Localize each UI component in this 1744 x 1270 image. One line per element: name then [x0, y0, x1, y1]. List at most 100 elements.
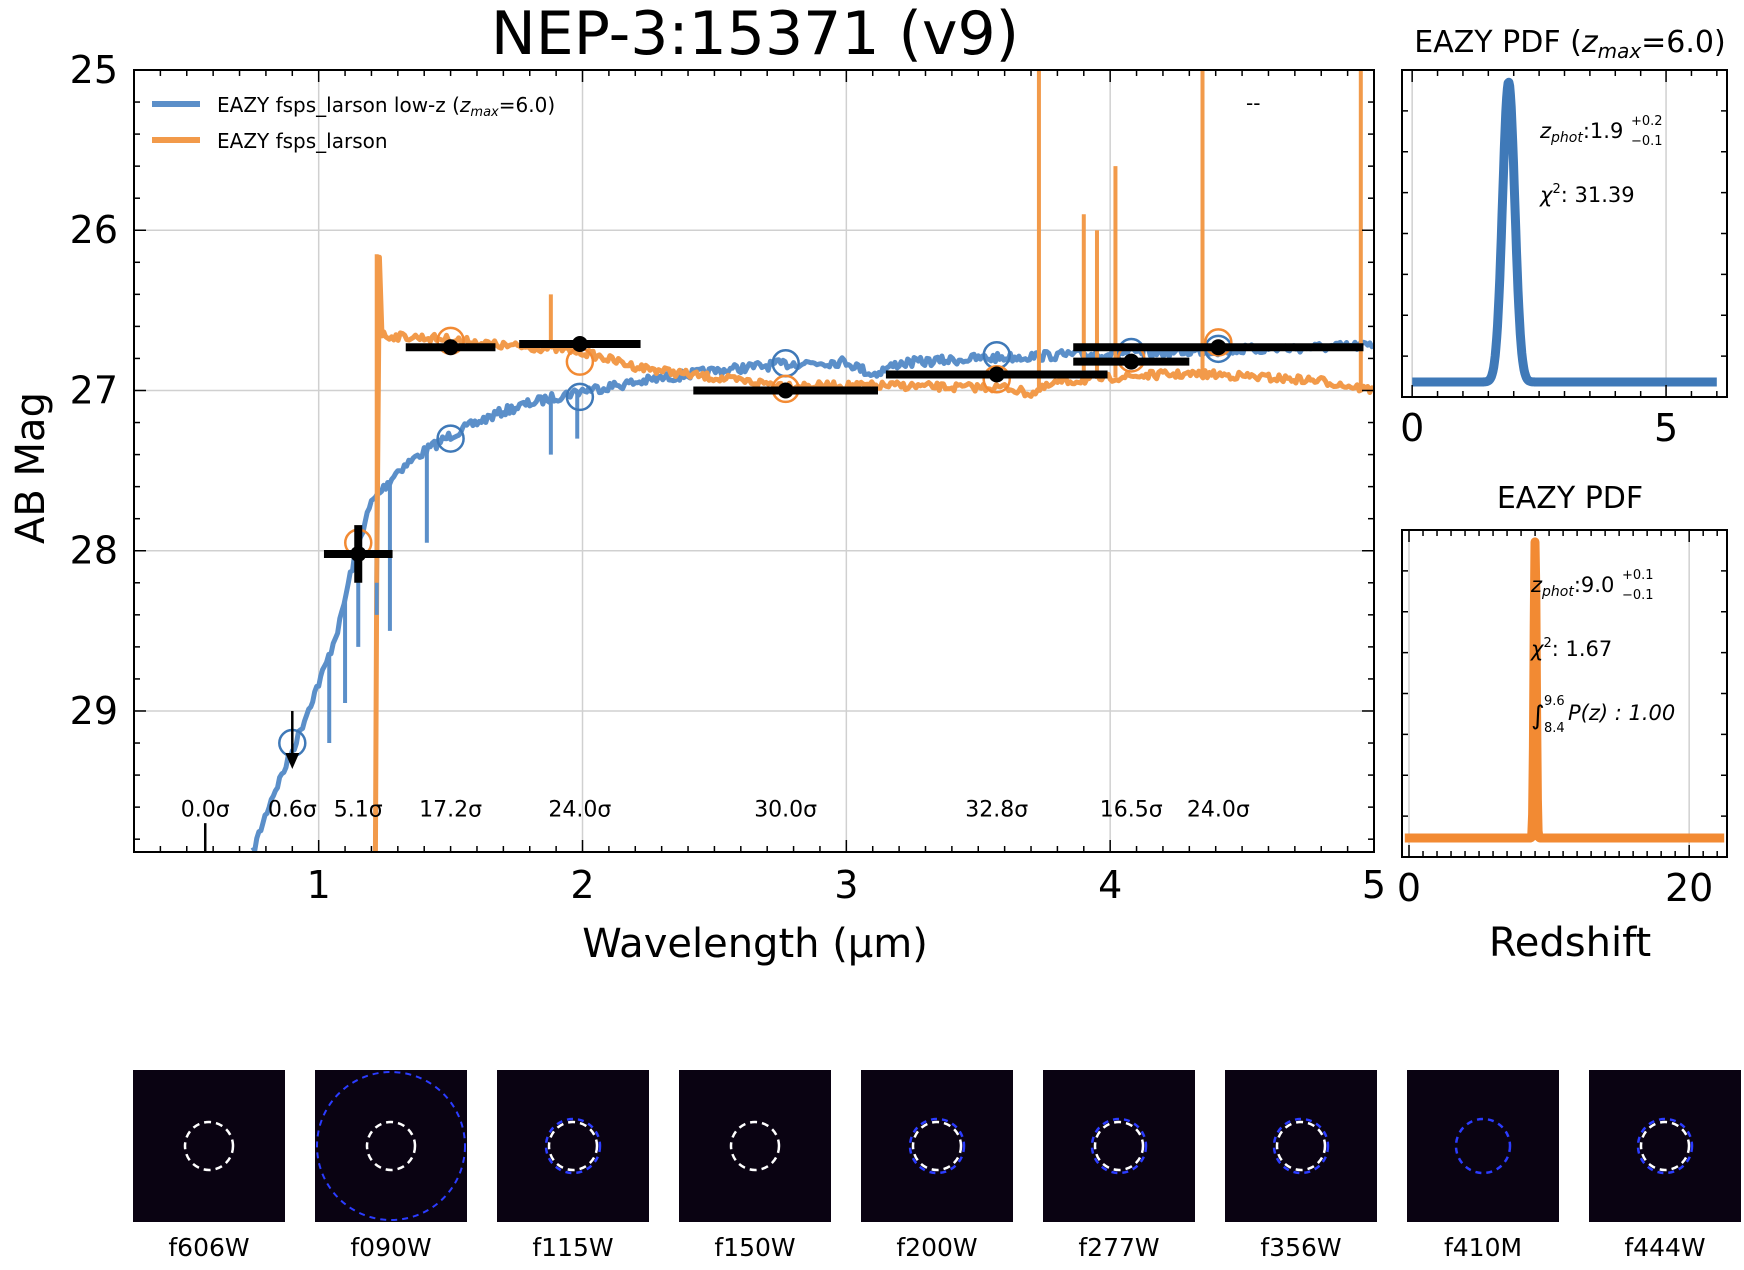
sed-photometry-point [571, 336, 588, 353]
pdf-full-integral-lower: 8.4 [1544, 721, 1565, 736]
pdf-full-zphot-lower: −0.1 [1622, 588, 1654, 603]
pdf-lowz-zphot: zphot:1.9 [1539, 119, 1623, 146]
pdf-full-ticks: 0 20 [1397, 530, 1727, 910]
sed-series-line [250, 339, 1374, 852]
cutout-f444W: f444W [1589, 1070, 1741, 1262]
pdf-full-gridlines [1408, 530, 1690, 857]
pdf-full-zphot-upper: +0.1 [1622, 568, 1654, 583]
sed-title: NEP-3:15371 (v9) [491, 0, 1019, 69]
cutout-aperture-white [729, 1120, 781, 1172]
cutout-aperture-white [1093, 1120, 1145, 1172]
pdf-lowz-chi2: χ2: 31.39 [1539, 182, 1635, 207]
sed-sigma-label: 16.5σ [1100, 798, 1163, 823]
sed-model-point-highz [1204, 328, 1233, 357]
sed-model-point-lowz [565, 382, 595, 412]
pdf-x-tick-label: 0 [1400, 406, 1424, 450]
legend-label-highz: EAZY fsps_larson [217, 129, 388, 153]
pdf-full-chi2: χ2: 1.67 [1530, 636, 1612, 661]
cutout-filter-label: f356W [1260, 1233, 1341, 1262]
pdf-full-zphot: zphot:9.0 [1530, 573, 1614, 600]
cutout-filter-label: f277W [1078, 1233, 1159, 1262]
sed-upper-limit-head [285, 752, 300, 769]
cutout-aperture-white [911, 1120, 963, 1172]
cutout-f410M: f410M [1407, 1070, 1559, 1262]
sed-sigma-label: 0.0σ [181, 798, 230, 823]
cutout-aperture-white [1275, 1120, 1327, 1172]
sed-upper-limit-head [198, 865, 212, 881]
pdf-x-tick-label: 0 [1397, 866, 1421, 910]
pdf-full-curve [1402, 537, 1727, 843]
sed-sigma-labels: 0.0σ 0.6σ 5.1σ 17.2σ 24.0σ 30.0σ 32.8σ 16.5σ 24.… [181, 798, 1250, 823]
cutout-aperture-large [316, 1071, 466, 1221]
sed-y-tick-label: 27 [70, 368, 118, 412]
sed-x-tick-label: 3 [834, 863, 858, 907]
pdf-lowz-title: EAZY PDF (zmax=6.0) [1414, 25, 1725, 63]
pdf-full-title: EAZY PDF [1497, 481, 1643, 516]
sed-model-curves [250, 70, 1374, 852]
pdf-full-integral-sign: ∫ [1531, 701, 1545, 731]
sed-x-axis-label: Wavelength (μm) [582, 921, 928, 967]
filter-cutouts: f606W f090W f115W f150W f200W f277W f356W f410M… [133, 1070, 1741, 1262]
cutout-aperture-blue [1454, 1117, 1512, 1175]
cutout-background [315, 1070, 467, 1222]
cutout-aperture-blue [1090, 1117, 1148, 1175]
cutout-filter-label: f115W [532, 1233, 613, 1262]
pdf-lowz-zphot-lower: −0.1 [1631, 134, 1663, 149]
sed-sigma-label: 0.6σ [268, 798, 317, 823]
cutout-f115W: f115W [497, 1070, 649, 1262]
cutout-f277W: f277W [1043, 1070, 1195, 1262]
cutout-background [497, 1070, 649, 1222]
cutout-background [861, 1070, 1013, 1222]
sed-sigma-label: 30.0σ [754, 798, 817, 823]
cutout-aperture-white [183, 1120, 235, 1172]
sed-sigma-label: 24.0σ [548, 798, 611, 823]
cutout-aperture-blue [1636, 1117, 1694, 1175]
cutout-background [1407, 1070, 1559, 1222]
sed-x-tick-label: 4 [1098, 863, 1122, 907]
cutout-filter-label: f090W [350, 1233, 431, 1262]
cutout-aperture-blue [1272, 1117, 1330, 1175]
sed-sigma-label: 32.8σ [965, 798, 1028, 823]
corner-note: -- [1246, 91, 1260, 115]
cutout-f356W: f356W [1225, 1070, 1377, 1262]
cutout-filter-label: f444W [1624, 1233, 1705, 1262]
sed-legend: EAZY fsps_larson low-z (zmax=6.0) EAZY f… [152, 93, 555, 153]
sed-photometry-point [1210, 339, 1227, 356]
cutout-aperture-white [365, 1120, 417, 1172]
sed-frame [133, 69, 1375, 853]
cutout-aperture-white [547, 1120, 599, 1172]
pdf-x-axis-label: Redshift [1489, 920, 1651, 966]
pdf-x-tick-label: 20 [1665, 866, 1713, 910]
sed-sigma-label: 24.0σ [1187, 798, 1250, 823]
sed-photometry-point [442, 339, 459, 356]
cutout-background [1589, 1070, 1741, 1222]
sed-model-point-lowz [436, 424, 465, 453]
legend-label-lowz: EAZY fsps_larson low-z (zmax=6.0) [217, 93, 555, 120]
cutout-background [1225, 1070, 1377, 1222]
sed-y-tick-label: 28 [70, 529, 118, 573]
sed-photometry [198, 326, 1364, 881]
sed-photometry-point [350, 545, 367, 562]
sed-photometry-point [988, 366, 1005, 383]
cutout-filter-label: f150W [714, 1233, 795, 1262]
sed-series-line [372, 254, 1374, 852]
cutout-filter-label: f606W [168, 1233, 249, 1262]
sed-sigma-label: 17.2σ [419, 798, 482, 823]
sed-y-tick-label: 25 [70, 48, 118, 92]
sed-sigma-label: 5.1σ [334, 798, 383, 823]
sed-photometry-point [777, 382, 794, 399]
sed-y-axis-label: AB Mag [8, 392, 54, 544]
cutout-f606W: f606W [133, 1070, 285, 1262]
sed-x-tick-label: 2 [570, 863, 594, 907]
cutout-f150W: f150W [679, 1070, 831, 1262]
cutout-filter-label: f200W [896, 1233, 977, 1262]
sed-y-tick-label: 26 [70, 208, 118, 252]
pdf-lowz-gridlines [1411, 70, 1667, 397]
cutout-filter-label: f410M [1444, 1233, 1522, 1262]
sed-photometry-point [1123, 353, 1140, 370]
cutout-f090W: f090W [315, 1070, 467, 1262]
cutout-aperture-white [1639, 1120, 1691, 1172]
